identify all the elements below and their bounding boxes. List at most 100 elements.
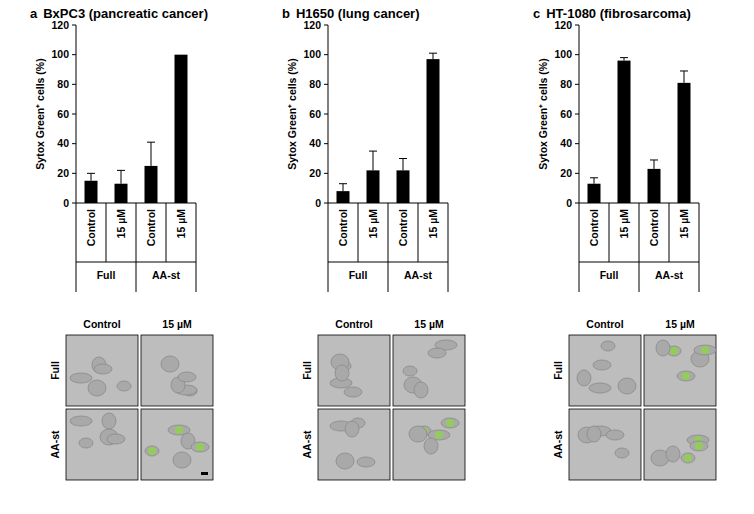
bar bbox=[678, 83, 691, 203]
y-tick bbox=[72, 54, 76, 55]
micrograph-bg bbox=[66, 335, 138, 406]
group-label: AA-st bbox=[152, 269, 181, 281]
panel-letter: b bbox=[282, 6, 290, 21]
y-tick-label: 120 bbox=[303, 19, 321, 31]
cell bbox=[606, 430, 624, 440]
separator bbox=[418, 203, 419, 262]
y-tick bbox=[72, 143, 76, 144]
panel: aBxPC3 (pancreatic cancer)02040608010012… bbox=[30, 6, 213, 480]
cell bbox=[344, 387, 362, 397]
group-label: Full bbox=[600, 269, 619, 281]
error-bar bbox=[339, 184, 347, 191]
error-line bbox=[343, 184, 344, 191]
y-tick bbox=[324, 54, 328, 55]
micrograph-bg bbox=[318, 335, 390, 406]
y-tick-label: 20 bbox=[309, 167, 321, 179]
bar bbox=[85, 181, 98, 203]
error-line bbox=[403, 159, 404, 171]
image-row-label: AA-st bbox=[301, 430, 313, 459]
cell bbox=[403, 366, 417, 376]
micrograph-bg bbox=[141, 335, 213, 406]
bar bbox=[588, 184, 601, 203]
stained-nucleus bbox=[446, 419, 454, 427]
image-column-label: Control bbox=[83, 318, 120, 330]
bar bbox=[367, 170, 380, 203]
image-row-label: Full bbox=[49, 361, 61, 380]
y-tick-label: 120 bbox=[51, 19, 69, 31]
micrograph bbox=[141, 335, 213, 406]
separator bbox=[106, 203, 107, 262]
y-tick-label: 40 bbox=[309, 137, 321, 149]
micrograph-bg bbox=[644, 335, 716, 406]
y-tick bbox=[324, 84, 328, 85]
image-column-label: Control bbox=[586, 318, 623, 330]
separator bbox=[699, 203, 700, 292]
error-bar bbox=[650, 160, 658, 169]
error-cap bbox=[339, 183, 347, 184]
micrograph bbox=[393, 409, 465, 480]
cell bbox=[441, 418, 459, 428]
error-bar bbox=[590, 178, 598, 184]
category-label: Control bbox=[85, 209, 97, 246]
y-axis-label: Sytox Green⁺ cells (%) bbox=[34, 58, 46, 169]
error-line bbox=[373, 151, 374, 170]
separator bbox=[328, 203, 329, 292]
separator bbox=[579, 203, 580, 292]
y-axis-label: Sytox Green⁺ cells (%) bbox=[537, 58, 549, 169]
error-cap bbox=[590, 177, 598, 178]
y-tick bbox=[575, 173, 579, 174]
y-tick bbox=[575, 54, 579, 55]
cell bbox=[694, 345, 716, 355]
bar bbox=[618, 61, 631, 203]
y-tick-label: 0 bbox=[315, 197, 321, 209]
micrograph-bg bbox=[141, 409, 213, 480]
cell bbox=[102, 413, 116, 429]
category-label: Control bbox=[397, 209, 409, 246]
error-bar bbox=[87, 173, 95, 180]
error-cap bbox=[429, 53, 437, 54]
error-bar bbox=[429, 53, 437, 59]
cell bbox=[618, 378, 636, 394]
y-tick bbox=[72, 203, 76, 204]
micrograph-bg bbox=[569, 409, 641, 480]
category-label: 15 µM bbox=[115, 209, 127, 239]
group-line bbox=[76, 262, 196, 263]
y-tick bbox=[72, 114, 76, 115]
y-tick-label: 40 bbox=[560, 137, 572, 149]
y-tick-label: 60 bbox=[309, 108, 321, 120]
group-line bbox=[579, 262, 699, 263]
stained-nucleus bbox=[682, 372, 690, 380]
micrograph-bg bbox=[393, 409, 465, 480]
category-label: Control bbox=[648, 209, 660, 246]
group-line bbox=[328, 262, 448, 263]
micrograph-bg bbox=[66, 409, 138, 480]
y-tick bbox=[575, 84, 579, 85]
stained-nucleus bbox=[175, 426, 183, 434]
separator bbox=[166, 203, 167, 262]
separator bbox=[669, 203, 670, 262]
micrograph bbox=[66, 409, 138, 480]
cell bbox=[79, 438, 93, 448]
cell bbox=[666, 446, 680, 462]
cell bbox=[336, 453, 354, 469]
group-label: AA-st bbox=[404, 269, 433, 281]
y-tick bbox=[575, 114, 579, 115]
image-row-label: Full bbox=[552, 361, 564, 380]
error-cap bbox=[87, 173, 95, 174]
cell bbox=[70, 416, 92, 426]
cell bbox=[677, 371, 695, 381]
y-tick-label: 100 bbox=[51, 48, 69, 60]
micrograph bbox=[318, 335, 390, 406]
cell bbox=[107, 434, 125, 444]
error-cap bbox=[650, 159, 658, 160]
cell bbox=[161, 356, 179, 372]
cell bbox=[587, 426, 601, 442]
cell bbox=[681, 453, 695, 463]
panel: bH1650 (lung cancer)020406080100120Sytox… bbox=[282, 6, 465, 480]
stained-nucleus bbox=[701, 346, 709, 354]
cell bbox=[414, 382, 428, 398]
figure: aBxPC3 (pancreatic cancer)02040608010012… bbox=[0, 0, 754, 514]
y-tick bbox=[575, 25, 579, 26]
error-line bbox=[433, 53, 434, 59]
cell bbox=[357, 457, 375, 467]
